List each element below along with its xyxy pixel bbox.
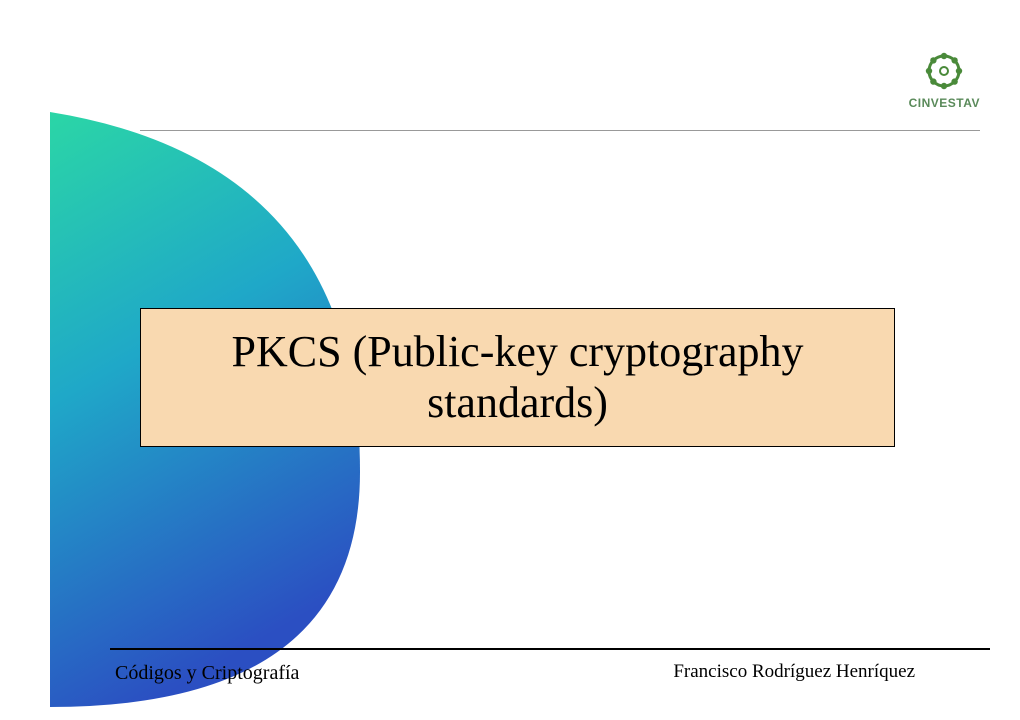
- slide-title: PKCS (Public-key cryptography standards): [161, 327, 874, 428]
- cinvestav-logo-icon: [923, 50, 965, 92]
- logo-text: CINVESTAV: [909, 96, 980, 110]
- title-box: PKCS (Public-key cryptography standards): [140, 308, 895, 447]
- footer-author-name: Francisco Rodríguez Henríquez: [673, 661, 915, 683]
- footer-course-name: Códigos y Criptografía: [115, 662, 299, 685]
- bottom-divider: [110, 648, 990, 650]
- logo-area: CINVESTAV: [909, 50, 980, 110]
